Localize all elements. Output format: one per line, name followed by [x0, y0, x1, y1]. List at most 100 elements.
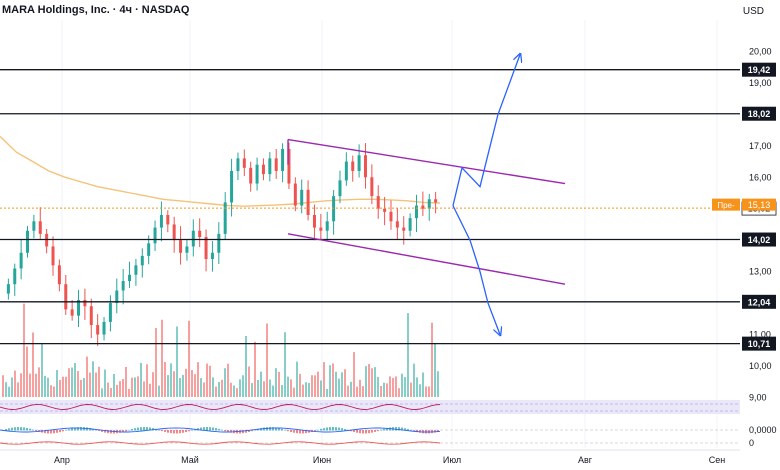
volume-bar — [38, 367, 40, 397]
osc-histogram-bar — [323, 428, 325, 431]
volume-bar — [41, 343, 43, 397]
price-axis: 20,00 19,00 17,00 16,00 13,00 11,00 10,00 9,00 — [749, 46, 772, 402]
osc-histogram-bar — [305, 430, 307, 434]
osc-histogram-bar — [284, 429, 286, 431]
candle-body — [185, 246, 189, 253]
ma-line — [0, 135, 441, 207]
osc-histogram-bar — [140, 427, 142, 431]
volume-bar — [98, 366, 100, 397]
level-label: 18,02 — [748, 109, 771, 119]
volume-bar — [413, 363, 415, 397]
osc-histogram-bar — [14, 427, 16, 431]
volume-bar — [383, 382, 385, 397]
volume-bar — [329, 365, 331, 397]
osc-histogram-bar — [104, 430, 106, 433]
osc-histogram-bar — [230, 430, 232, 433]
volume-bar — [251, 383, 253, 397]
osc-line-1 — [0, 404, 441, 410]
oscillators: 0,0000 0 — [0, 400, 777, 448]
volume-bar — [221, 379, 223, 397]
volume-bar — [149, 383, 151, 397]
price-tick: 13,00 — [749, 267, 772, 277]
volume-bar — [416, 377, 418, 397]
osc-histogram-bar — [257, 428, 259, 431]
osc-histogram-bar — [341, 428, 343, 431]
candle-body — [217, 233, 221, 253]
volume-bar — [146, 364, 148, 397]
candle-body — [70, 309, 74, 316]
osc-histogram-bar — [251, 430, 253, 432]
osc-histogram-bar — [83, 427, 85, 431]
volume-bar — [182, 374, 184, 397]
volume-bar — [422, 372, 424, 397]
volume-bar — [338, 378, 340, 397]
volume-bar — [299, 373, 301, 397]
osc-histogram-bar — [161, 430, 163, 432]
volume-bar — [245, 335, 247, 397]
volume-bar — [266, 323, 268, 397]
osc-histogram-bar — [101, 430, 103, 432]
osc-histogram-bar — [344, 428, 346, 431]
currency-label: USD — [742, 6, 764, 17]
volume-bar — [29, 373, 31, 397]
volume-bar — [164, 361, 166, 397]
osc-histogram-bar — [191, 429, 193, 431]
volume-bar — [392, 377, 394, 397]
volume-bar — [248, 366, 250, 397]
candle-body — [434, 199, 438, 203]
candle-body — [83, 299, 87, 307]
level-tag — [742, 232, 776, 247]
volume-bar — [56, 369, 58, 397]
volume-bar — [179, 378, 181, 397]
osc-histogram-bar — [245, 430, 247, 433]
osc-histogram-bar — [299, 430, 301, 434]
volume-bar — [275, 368, 277, 397]
candle-body — [172, 224, 176, 241]
osc-histogram-bar — [350, 430, 352, 432]
volume-bar — [254, 341, 256, 397]
volume-bar — [86, 356, 88, 397]
osc-histogram-bar — [65, 429, 67, 431]
volume-bar — [197, 362, 199, 397]
osc-histogram-bar — [50, 430, 52, 434]
volume-bar — [350, 381, 352, 397]
volume-bar — [227, 363, 229, 397]
volume-bar — [110, 387, 112, 397]
volume-bar — [8, 386, 10, 397]
candle-body — [293, 183, 297, 206]
candle-body — [363, 155, 367, 178]
prev-close-prefix: Пре- — [717, 201, 735, 210]
candle-body — [421, 205, 425, 209]
osc-histogram-bar — [80, 427, 82, 431]
level-label: 19,42 — [748, 65, 771, 75]
volume-bar — [203, 382, 205, 397]
volume-bar — [122, 379, 124, 397]
volume-bar — [167, 375, 169, 397]
volume-bar — [311, 375, 313, 397]
volume-bar — [401, 373, 403, 397]
osc-histogram-bar — [149, 427, 151, 431]
osc-label: 0,0000 — [749, 425, 777, 435]
projection-down-arrow — [452, 205, 500, 335]
volume-bar — [113, 373, 115, 397]
volume-bar — [80, 379, 82, 397]
osc-histogram-bar — [215, 428, 217, 431]
osc-label: 0 — [749, 438, 754, 448]
osc-histogram-bar — [224, 430, 226, 432]
volume-bar — [20, 373, 22, 397]
osc-histogram-bar — [278, 428, 280, 431]
volume-bar — [101, 388, 103, 397]
volume-bar — [5, 382, 7, 397]
volume-bar — [26, 346, 28, 397]
osc-histogram-bar — [326, 427, 328, 431]
volume-bar — [23, 303, 25, 397]
osc-histogram-bar — [173, 430, 175, 434]
volume-bar — [374, 367, 376, 397]
volume-bar — [296, 361, 298, 397]
candle-body — [274, 158, 278, 171]
time-label: Май — [181, 455, 199, 465]
volume-bar — [320, 380, 322, 397]
osc-histogram-bar — [158, 429, 160, 431]
